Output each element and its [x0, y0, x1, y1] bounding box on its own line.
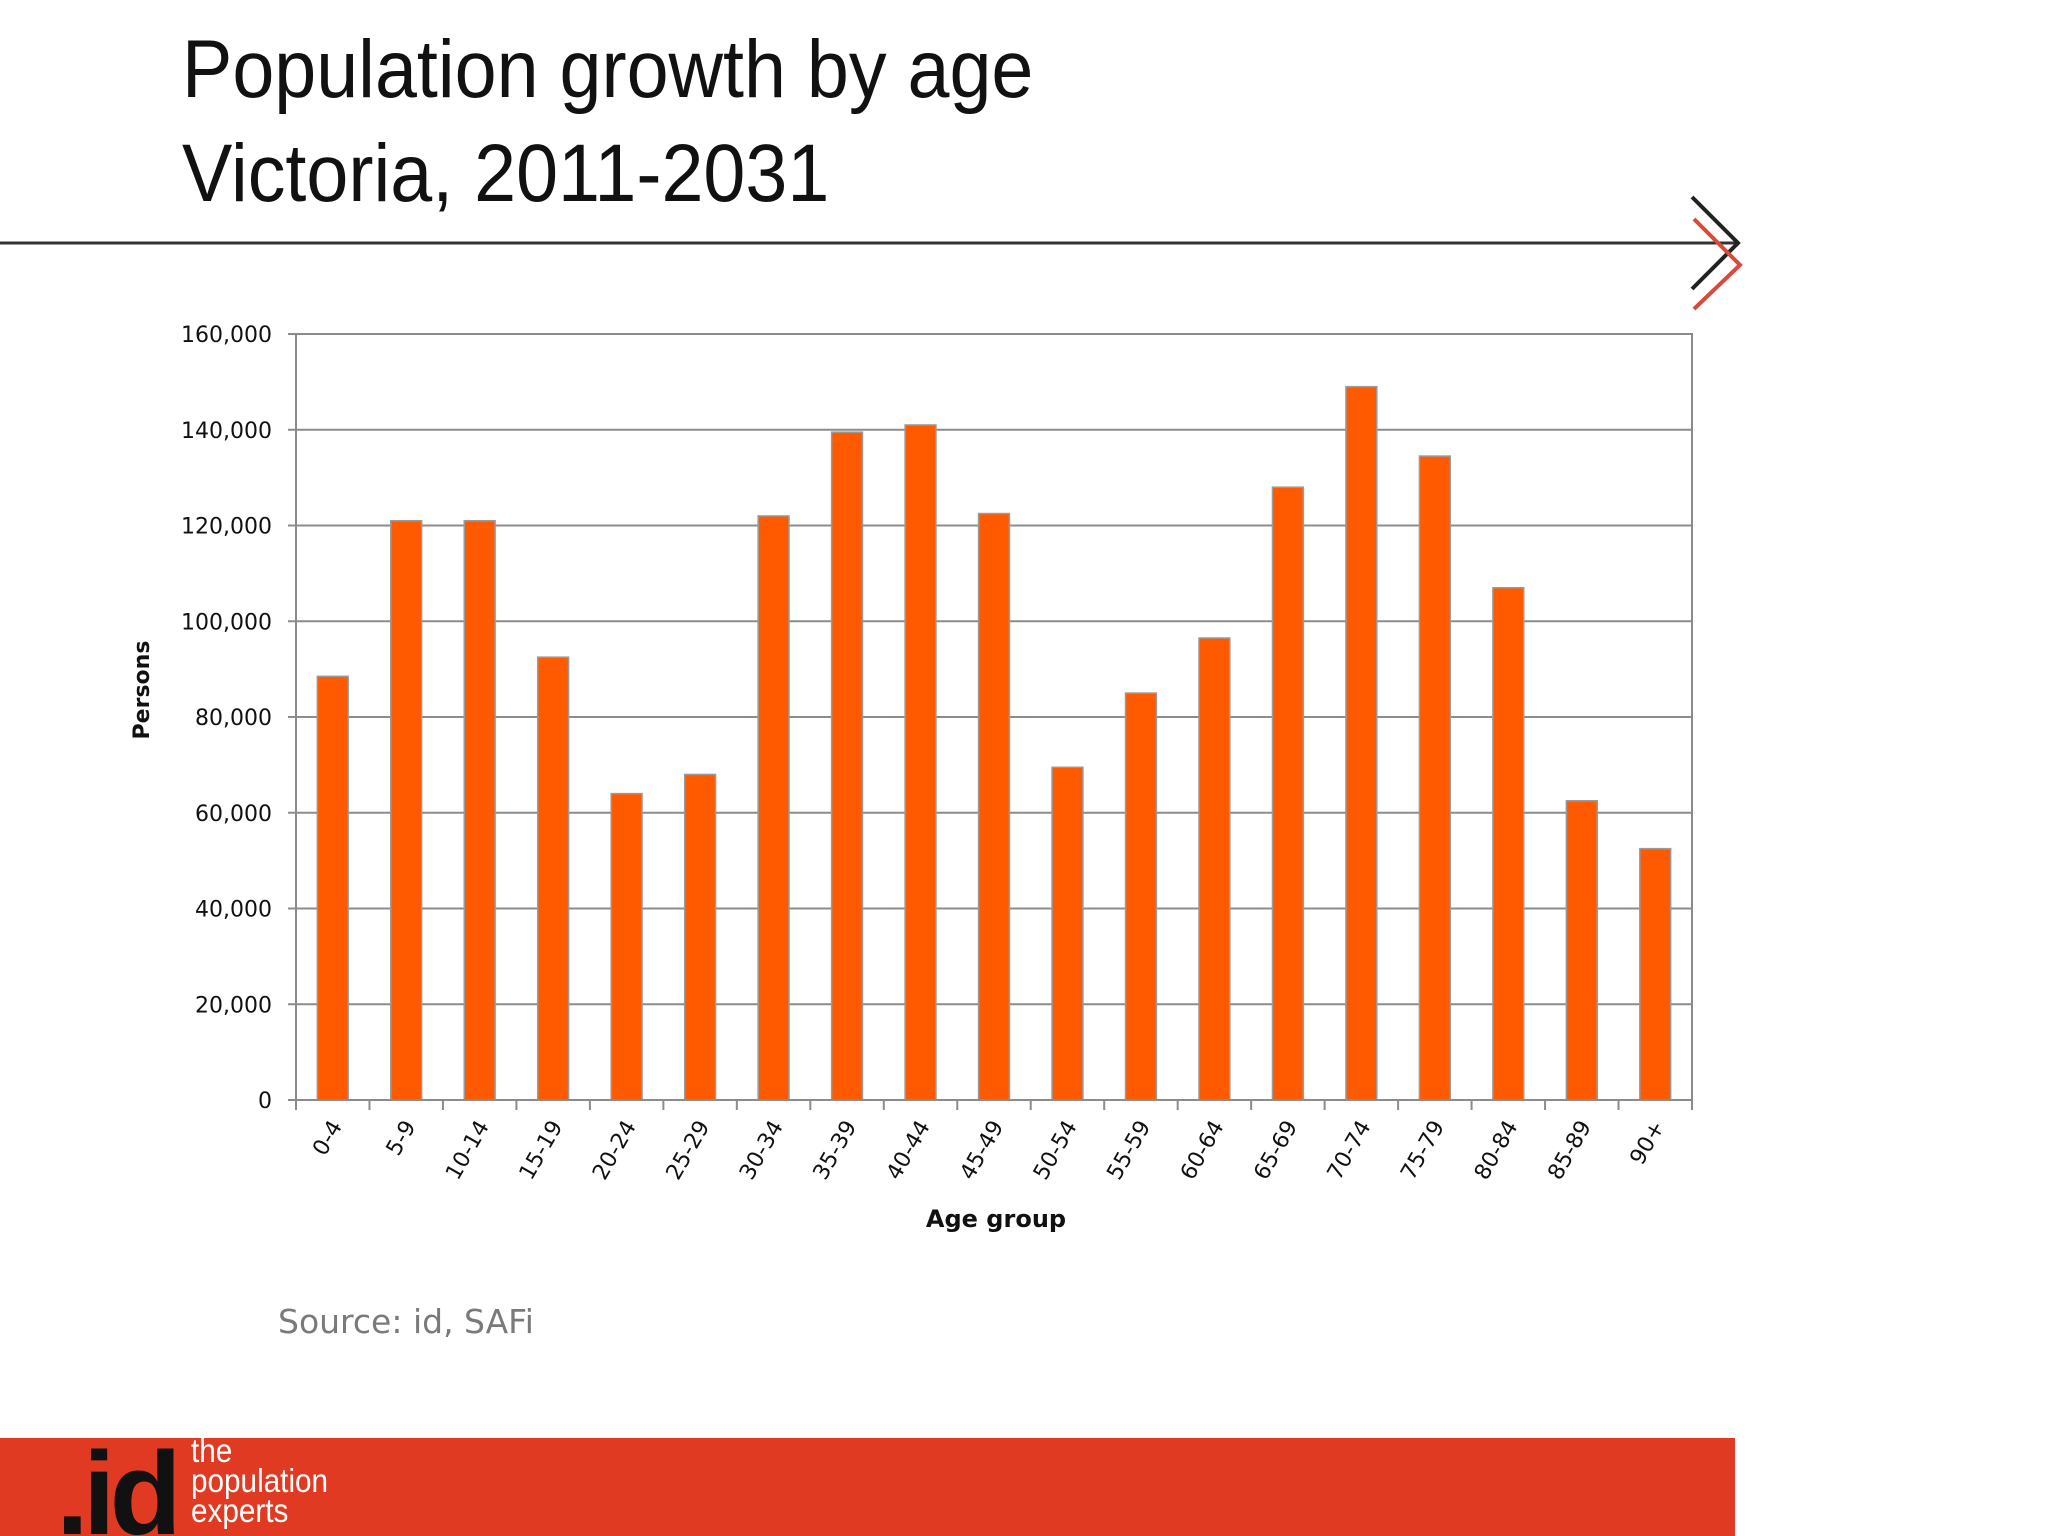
- y-tick-label: 100,000: [181, 610, 272, 635]
- slide-title: Population growth by age Victoria, 2011-…: [182, 18, 1033, 226]
- x-tick-label: 10-14: [441, 1117, 495, 1185]
- tagline-line-1: the: [191, 1432, 233, 1469]
- id-logo: .id: [56, 1428, 182, 1536]
- bar-45-49: [977, 512, 1011, 1101]
- x-tick-label: 70-74: [1323, 1117, 1377, 1185]
- x-tick-label: 75-79: [1396, 1117, 1450, 1185]
- y-tick-label: 60,000: [195, 802, 272, 827]
- population-growth-chart: 0 20,000 40,000 60,000 80,000 100,000 120,000 1…: [130, 323, 1693, 1233]
- plot-area-frame: [295, 333, 1693, 1101]
- x-tick-label: 90+: [1626, 1117, 1671, 1170]
- x-tick-label: 20-24: [588, 1117, 642, 1185]
- footer-band: [0, 1438, 1735, 1536]
- bar-25-29: [683, 773, 717, 1101]
- logo-tagline: the population experts: [191, 1432, 329, 1529]
- bar-90+: [1639, 847, 1672, 1101]
- bar-50-54: [1051, 766, 1084, 1101]
- bar-75-79: [1418, 455, 1452, 1101]
- x-tick-label: 55-59: [1103, 1117, 1157, 1185]
- y-tick-label: 80,000: [195, 706, 272, 731]
- x-tick-label: 15-19: [515, 1117, 569, 1185]
- bar-55-59: [1124, 692, 1158, 1101]
- y-tick-label: 40,000: [195, 898, 272, 923]
- x-tick-label: 85-89: [1543, 1117, 1597, 1185]
- bar-60-64: [1198, 637, 1231, 1101]
- x-tick-label: 30-34: [735, 1117, 789, 1185]
- slide-title-line-2: Victoria, 2011-2031: [182, 128, 830, 219]
- x-axis-title: Age group: [926, 1205, 1066, 1233]
- bar-35-39: [830, 431, 864, 1101]
- bar-70-74: [1345, 385, 1378, 1101]
- y-tick-labels: 0 20,000 40,000 60,000 80,000 100,000 120,000 1…: [181, 323, 272, 1114]
- id-logo-mark: .id: [56, 1428, 176, 1536]
- slide-title-line-1: Population growth by age: [182, 24, 1034, 115]
- x-tick-label: 5-9: [382, 1117, 422, 1161]
- x-tick-label: 60-64: [1176, 1117, 1230, 1185]
- y-tick-label: 20,000: [195, 993, 272, 1018]
- y-axis-title: Persons: [130, 641, 155, 740]
- axes: [288, 333, 1693, 1110]
- x-tick-label: 45-49: [956, 1117, 1010, 1185]
- bar-15-19: [536, 656, 570, 1101]
- title-divider-arrow: [0, 195, 1743, 311]
- bar-5-9: [390, 519, 423, 1101]
- bar-20-24: [610, 792, 643, 1101]
- tagline-line-2: population: [191, 1462, 329, 1499]
- chevron-right-icon: [1690, 195, 1741, 291]
- x-tick-labels: 0-4 5-9 10-14 15-19 20-24 25-29 30-34 35-39 40-4…: [308, 1117, 1670, 1185]
- bar-65-69: [1271, 486, 1305, 1101]
- x-tick-label: 25-29: [662, 1117, 716, 1185]
- y-tick-label: 140,000: [181, 419, 272, 444]
- y-tick-label: 0: [258, 1089, 272, 1114]
- bar-30-34: [757, 515, 790, 1101]
- bar-40-44: [904, 424, 937, 1101]
- x-tick-label: 0-4: [308, 1117, 348, 1161]
- bar-10-14: [463, 519, 496, 1101]
- bar-0-4: [316, 675, 349, 1101]
- y-tick-label: 160,000: [181, 323, 272, 348]
- bar-85-89: [1565, 800, 1598, 1101]
- chevron-right-icon-accent: [1692, 217, 1743, 311]
- tagline-line-3: experts: [191, 1492, 289, 1529]
- y-tick-label: 120,000: [181, 515, 272, 540]
- x-tick-label: 65-69: [1249, 1117, 1303, 1185]
- x-tick-label: 80-84: [1470, 1117, 1524, 1185]
- x-tick-label: 50-54: [1029, 1117, 1083, 1185]
- bar-series: [316, 385, 1672, 1101]
- source-note: Source: id, SAFi: [278, 1302, 534, 1341]
- x-tick-label: 35-39: [809, 1117, 863, 1185]
- bar-80-84: [1492, 586, 1525, 1101]
- x-tick-label: 40-44: [882, 1117, 936, 1185]
